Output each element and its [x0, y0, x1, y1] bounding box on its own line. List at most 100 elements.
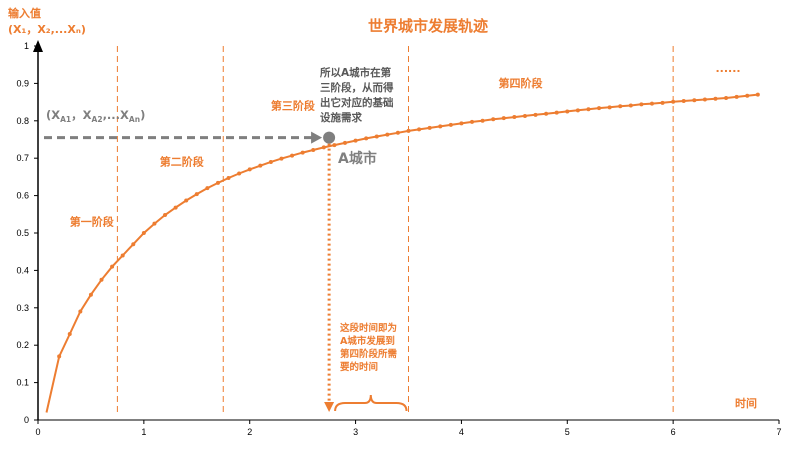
data-point: [141, 231, 146, 235]
data-point: [215, 180, 220, 185]
series-line: [45, 93, 758, 413]
data-point: [575, 108, 580, 113]
data-point: [321, 145, 326, 150]
city-point-marker: [323, 131, 336, 144]
data-point: [533, 112, 538, 117]
y-tick-label: 0.9: [16, 78, 29, 88]
note-stage-three-line3: 出它对应的基础: [320, 96, 394, 109]
data-point: [99, 277, 104, 282]
note-time-line2: A城市发展到: [340, 335, 395, 347]
stage-dividers: [116, 46, 674, 414]
x-tick-label: 5: [565, 427, 570, 437]
y-tick-label: 1: [24, 41, 29, 51]
annotations: [44, 131, 408, 412]
data-point: [110, 264, 115, 269]
note-stage-three-line1: 所以A城市在第: [320, 66, 392, 79]
y-tick-label: 0.7: [16, 153, 29, 163]
city-point-label: A城市: [338, 150, 377, 167]
note-time-line1: 这段时间即为: [340, 322, 397, 334]
data-point: [163, 213, 168, 218]
data-point: [681, 98, 686, 103]
data-point: [597, 106, 602, 111]
y-tick-label: 0.3: [16, 303, 29, 313]
data-point: [300, 150, 305, 155]
data-point: [628, 103, 633, 108]
data-point: [544, 111, 549, 116]
stage-label-1: 第一阶段: [70, 215, 114, 229]
data-point: [385, 132, 390, 137]
drop-arrow-head: [324, 402, 335, 412]
stage-label-ellipsis: ......: [715, 62, 740, 75]
data-point: [692, 98, 697, 103]
data-point: [395, 130, 400, 135]
data-point: [247, 167, 252, 172]
x-tick-label: 0: [35, 427, 40, 437]
data-point: [649, 101, 654, 106]
y-tick-label: 0.6: [16, 191, 29, 201]
y-tick-label: 0.8: [16, 116, 29, 126]
data-point: [480, 118, 485, 123]
data-point: [205, 186, 210, 191]
data-point: [237, 171, 242, 176]
data-point: [470, 119, 475, 124]
data-point: [522, 113, 527, 118]
stage-labels: 第一阶段 第二阶段 第三阶段 第四阶段 ......: [70, 62, 741, 228]
data-point: [586, 107, 591, 112]
note-stage-three-line4: 设施需求: [320, 111, 362, 124]
data-point: [374, 134, 379, 139]
data-point: [57, 354, 62, 359]
x-tick-label: 1: [141, 427, 146, 437]
x-tick-label: 7: [776, 427, 781, 437]
data-point: [78, 309, 83, 314]
data-point: [459, 121, 464, 126]
data-point: [406, 128, 411, 133]
x-tick-label: 3: [353, 427, 358, 437]
data-point: [290, 153, 295, 158]
tick-labels: 0 1 2 3 4 5 6 7 0 0.1 0.2 0.3 0.4 0.5 0.6 0.7 0.8 0.9 1: [16, 41, 781, 437]
data-point: [554, 110, 559, 115]
data-point: [173, 205, 178, 210]
input-arrow-head: [311, 131, 323, 144]
data-point: [618, 104, 623, 109]
data-point: [745, 93, 750, 98]
data-point: [438, 124, 443, 129]
data-point: [332, 143, 337, 148]
y-tick-label: 0.2: [16, 340, 29, 350]
data-point: [279, 156, 284, 161]
data-point: [565, 109, 570, 114]
data-point: [120, 253, 125, 258]
x-tick-label: 4: [459, 427, 464, 437]
data-point: [713, 96, 718, 101]
data-point: [88, 292, 93, 297]
y-tick-label: 0.5: [16, 228, 29, 238]
y-tick-label: 0: [24, 415, 29, 425]
data-point: [67, 331, 72, 336]
data-point: [639, 102, 644, 107]
data-point: [353, 138, 358, 143]
input-value-label: (XA1，XA2,...XAn): [46, 108, 145, 124]
x-axis-label: 时间: [735, 396, 757, 410]
note-time-line4: 要的时间: [340, 361, 378, 373]
data-point: [152, 221, 157, 226]
y-tick-label: 0.4: [16, 265, 29, 275]
data-point: [607, 105, 612, 110]
chart-title: 世界城市发展轨迹: [368, 17, 488, 35]
data-point: [184, 198, 189, 203]
data-point: [417, 127, 422, 132]
note-stage-three-line2: 三阶段，从而得: [320, 81, 394, 94]
data-point: [660, 100, 665, 105]
data-point: [226, 176, 231, 181]
stage-label-4: 第四阶段: [498, 76, 542, 90]
data-point: [258, 163, 263, 168]
data-point: [194, 192, 199, 197]
y-tick-label: 0.1: [16, 378, 29, 388]
data-point: [311, 147, 316, 152]
stage-label-2: 第二阶段: [160, 155, 204, 169]
note-time-line3: 第四阶段所需: [340, 348, 398, 360]
axes: [33, 40, 779, 421]
data-point: [724, 95, 729, 100]
data-point: [755, 92, 760, 97]
y-axis-label-line2: (X₁，X₂,...Xₙ): [8, 23, 86, 36]
data-point: [364, 136, 369, 141]
